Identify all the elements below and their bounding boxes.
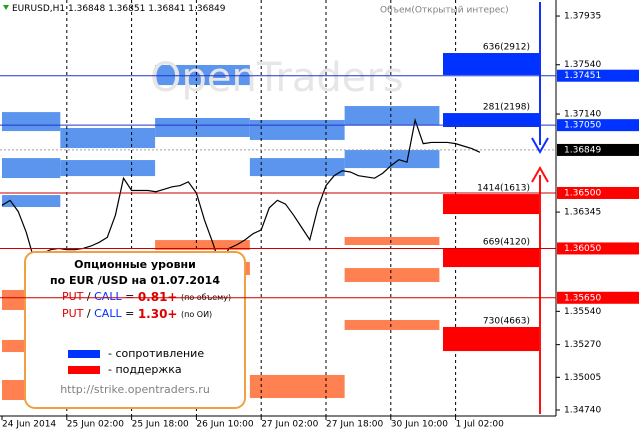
level-zone: [443, 113, 540, 128]
price-tag-label: 1.37050: [564, 121, 601, 131]
legend-swatch: [68, 366, 100, 374]
info-title: Опционные уровни: [74, 258, 196, 271]
price-tag: [557, 119, 639, 132]
oi-zone: [344, 150, 440, 169]
x-tick-label: 1 Jul 02:00: [456, 420, 505, 430]
ratio-row: PUT / CALL = 0.81+ (по объему): [62, 290, 231, 304]
price-tag-label: 1.37451: [564, 71, 601, 81]
low: 1.36841: [148, 4, 185, 14]
x-tick-label: 26 Jun 10:00: [196, 420, 253, 430]
info-subtitle: по EUR /USD на 01.07.2014: [50, 274, 220, 287]
put: PUT: [62, 290, 84, 303]
x-tick-label: 25 Jun 18:00: [132, 420, 189, 430]
equals: =: [125, 307, 134, 320]
y-tick-label: 1.37540: [564, 60, 601, 70]
y-tick-label: 1.37140: [564, 110, 601, 120]
x-tick-label: 24 Jun 2014: [2, 420, 56, 430]
oi-zone: [60, 160, 156, 177]
oi-zone: [344, 319, 440, 330]
ratio: 1.30+: [138, 307, 178, 321]
legend-swatch: [68, 350, 100, 358]
y-tick-label: 1.34740: [564, 405, 601, 415]
level-zone: [443, 194, 540, 215]
oi-zone: [344, 268, 440, 282]
oi-zone: [2, 339, 25, 353]
ratio-note: (по объему): [181, 293, 231, 302]
oi-zone: [60, 127, 156, 149]
zones-layer: [0, 0, 556, 416]
y-tick-label: 1.36345: [564, 208, 601, 218]
call: CALL: [94, 290, 122, 303]
price-tag-label: 1.35650: [564, 293, 601, 303]
oi-zone: [249, 158, 345, 177]
x-tick-label: 27 Jun 18:00: [326, 420, 383, 430]
x-tick-label: 25 Jun 02:00: [67, 420, 124, 430]
level-label: 730(4663): [483, 317, 530, 327]
price-tag-label: 1.36500: [564, 188, 601, 198]
level-zone: [443, 53, 540, 75]
up-arrow-head: [531, 165, 549, 183]
y-tick-label: 1.35005: [564, 373, 601, 383]
x-tick-label: 27 Jun 02:00: [261, 420, 318, 430]
level-label: 1414(1613): [477, 184, 530, 194]
level-label: 636(2912): [483, 43, 530, 53]
symbol: EURUSD,H1: [12, 4, 65, 14]
down-arrow-head: [531, 137, 549, 155]
level-zone: [443, 327, 540, 352]
header: EURUSD,H1 1.36848 1.36851 1.36841 1.3684…: [12, 4, 226, 14]
price-tag: [557, 291, 639, 304]
call: CALL: [94, 307, 122, 320]
oi-zone: [249, 119, 345, 140]
info-box: Опционные уровни по EUR /USD на 01.07.20…: [24, 251, 246, 409]
current-price-tag: [557, 143, 639, 156]
oi-zone: [155, 240, 250, 251]
price-tag-label: 1.36050: [564, 244, 601, 254]
high: 1.36851: [108, 4, 145, 14]
open: 1.36848: [68, 4, 105, 14]
y-tick-label: 1.35270: [564, 340, 601, 350]
x-tick-label: 30 Jun 10:00: [391, 420, 448, 430]
price-tag: [557, 69, 639, 82]
oi-zone: [2, 290, 25, 310]
oi-zone: [344, 236, 440, 246]
legend-label: - поддержка: [108, 363, 182, 376]
oi-zone: [2, 380, 25, 400]
legend-label: - сопротивление: [108, 347, 204, 360]
price-tag: [557, 186, 639, 199]
equals: =: [125, 290, 134, 303]
oi-zone: [2, 112, 61, 132]
separator: /: [87, 290, 91, 303]
indicator-label: Объем(Открытый интерес): [380, 6, 509, 16]
oi-zone: [155, 64, 250, 86]
legend: - сопротивление - поддержка: [68, 347, 204, 376]
oi-zone: [155, 118, 250, 137]
oi-zone: [2, 158, 61, 179]
oi-zone: [249, 374, 345, 399]
level-label: 669(4120): [483, 238, 530, 248]
level-zone: [443, 248, 540, 268]
watermark: OpenTraders: [150, 55, 404, 101]
oi-zone: [2, 195, 61, 208]
put: PUT: [62, 307, 84, 320]
y-tick-label: 1.35540: [564, 307, 601, 317]
separator: /: [87, 307, 91, 320]
symbol-icon: [3, 5, 9, 10]
close: 1.36849: [188, 4, 225, 14]
level-label: 281(2198): [483, 103, 530, 113]
current-price-label: 1.36849: [564, 145, 601, 155]
oi-zone: [344, 106, 440, 126]
y-tick-label: 1.37935: [564, 12, 601, 22]
ratio: 0.81+: [138, 290, 178, 304]
ratio-row: PUT / CALL = 1.30+ (по ОИ): [62, 307, 212, 321]
ratio-note: (по ОИ): [181, 310, 212, 319]
info-url: http://strike.opentraders.ru: [60, 383, 210, 396]
price-tag: [557, 242, 639, 255]
